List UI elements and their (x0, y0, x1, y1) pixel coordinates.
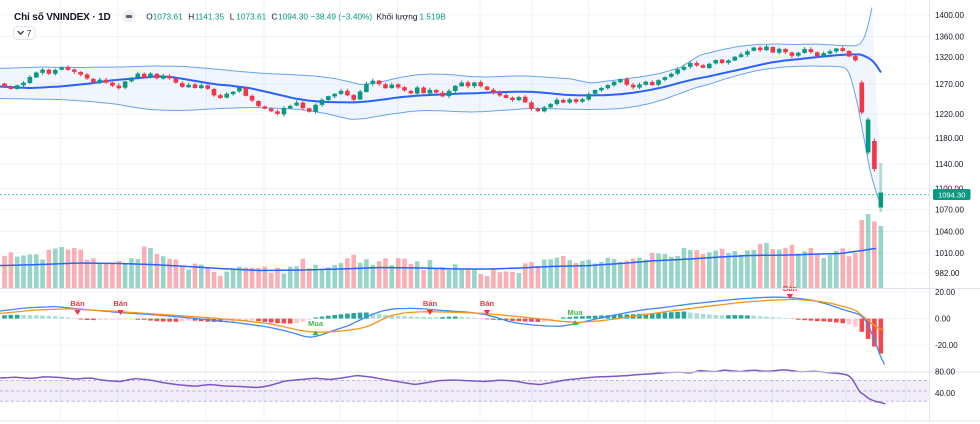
svg-text:40.00: 40.00 (935, 389, 956, 398)
svg-text:Bán: Bán (70, 299, 85, 308)
svg-text:1040.00: 1040.00 (935, 227, 964, 236)
svg-text:Mua: Mua (568, 308, 584, 317)
svg-text:L: L (230, 11, 235, 21)
svg-text:−38.49 (−3.40%): −38.49 (−3.40%) (310, 11, 372, 21)
svg-text:7: 7 (27, 29, 32, 39)
svg-text:1270.00: 1270.00 (935, 80, 964, 89)
svg-text:1.519B: 1.519B (420, 11, 447, 21)
svg-text:982.00: 982.00 (935, 269, 960, 278)
svg-text:1100.00: 1100.00 (935, 184, 964, 193)
svg-text:1400.00: 1400.00 (935, 11, 964, 20)
svg-text:C: C (271, 11, 277, 21)
svg-text:20.00: 20.00 (935, 288, 956, 297)
svg-text:H: H (188, 11, 194, 21)
svg-text:1320.00: 1320.00 (935, 53, 964, 62)
svg-text:1073.61: 1073.61 (153, 11, 183, 21)
svg-text:1073.61: 1073.61 (236, 11, 266, 21)
svg-text:-20.00: -20.00 (935, 341, 958, 350)
svg-text:Chỉ số VNINDEX · 1D: Chỉ số VNINDEX · 1D (14, 11, 111, 23)
svg-text:1094.30: 1094.30 (278, 11, 308, 21)
svg-text:1141.35: 1141.35 (195, 11, 225, 21)
svg-text:1180.00: 1180.00 (935, 134, 964, 143)
svg-text:1010.00: 1010.00 (935, 249, 964, 258)
svg-text:Mua: Mua (308, 319, 324, 328)
svg-text:Bán: Bán (480, 299, 495, 308)
svg-text:80.00: 80.00 (935, 367, 956, 376)
svg-text:Khối lượng: Khối lượng (377, 11, 418, 21)
svg-text:Bán: Bán (113, 299, 128, 308)
svg-text:Bán: Bán (423, 299, 438, 308)
svg-text:0.00: 0.00 (935, 314, 951, 323)
svg-text:1140.00: 1140.00 (935, 160, 964, 169)
svg-text:O: O (146, 11, 153, 21)
svg-text:1360.00: 1360.00 (935, 32, 964, 41)
svg-text:1094.30: 1094.30 (938, 190, 965, 199)
svg-text:1070.00: 1070.00 (935, 205, 964, 214)
svg-text:1220.00: 1220.00 (935, 110, 964, 119)
